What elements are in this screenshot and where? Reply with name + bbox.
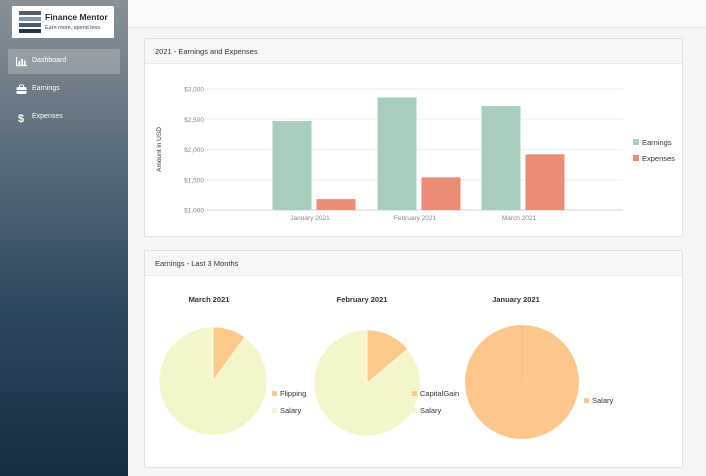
legend-label: Earnings [642, 138, 672, 147]
earnings-last-3-months-card: Earnings - Last 3 Months March 2021 Flipp… [144, 250, 683, 468]
bar-earnings [377, 97, 417, 210]
sidebar-item-dashboard[interactable]: Dashboard [8, 49, 120, 74]
svg-text:$: $ [18, 113, 24, 123]
legend-swatch [272, 391, 277, 396]
logo-mark-icon [19, 11, 41, 33]
legend-label: Flipping [280, 389, 306, 398]
legend-swatch [412, 391, 417, 396]
brand-title: Finance Mentor [45, 12, 108, 22]
pie-slice-salary [313, 329, 421, 437]
y-tick-label: $1,500 [184, 177, 204, 184]
bar-chart-icon [16, 57, 27, 67]
earnings-expenses-card: 2021 - Earnings and Expenses $1,000 $1,50… [144, 38, 683, 237]
card-title: 2021 - Earnings and Expenses [145, 39, 682, 64]
earnings-expenses-bar-chart: $1,000 $1,500 $2,000 $2,500 $3,000 Amount in … [156, 87, 675, 223]
legend-label: Salary [592, 396, 614, 405]
dollar-icon: $ [18, 113, 24, 123]
legend-label: Salary [280, 406, 302, 415]
pie-title: January 2021 [492, 295, 540, 304]
legend-label: Salary [420, 406, 442, 415]
sidebar-item-earnings[interactable]: Earnings [8, 77, 120, 102]
sidebar-item-label: Expenses [32, 113, 63, 120]
bar-earnings [272, 121, 312, 210]
legend-swatch [272, 408, 277, 413]
y-tick-label: $3,000 [184, 87, 204, 94]
sidebar-item-expenses[interactable]: $ Expenses [8, 105, 120, 130]
briefcase-icon [16, 84, 27, 94]
y-tick-label: $2,000 [184, 147, 204, 154]
legend-label: CapitalGain [420, 389, 459, 398]
top-bar [128, 0, 706, 28]
pie-title: February 2021 [337, 295, 388, 304]
x-tick-label: March 2021 [502, 215, 537, 222]
pie-slice-salary [158, 326, 268, 436]
legend-swatch [633, 155, 639, 161]
pie-title: March 2021 [189, 295, 230, 304]
y-tick-label: $1,000 [184, 208, 204, 215]
y-axis-label: Amount in USD [156, 127, 163, 172]
sidebar-item-label: Dashboard [32, 57, 67, 64]
legend-label: Expenses [642, 154, 675, 163]
sidebar-item-label: Earnings [32, 85, 60, 92]
legend-swatch [633, 139, 639, 145]
sidebar: Finance Mentor Earn more, spend less. Da… [0, 0, 128, 476]
bar-expenses [316, 199, 356, 210]
x-tick-label: January 2021 [290, 215, 330, 222]
card-title: Earnings - Last 3 Months [145, 251, 682, 276]
legend-swatch [412, 408, 417, 413]
brand-tagline: Earn more, spend less. [45, 25, 102, 31]
bar-expenses [421, 177, 461, 210]
y-tick-label: $2,500 [184, 117, 204, 124]
brand-logo[interactable]: Finance Mentor Earn more, spend less. [12, 6, 114, 38]
bar-expenses [525, 154, 565, 210]
earnings-pie-charts: March 2021 Flipping Salary February 2021 Cap… [158, 295, 614, 439]
bar-earnings [481, 105, 521, 210]
x-tick-label: February 2021 [394, 215, 437, 222]
legend-swatch [584, 398, 589, 403]
